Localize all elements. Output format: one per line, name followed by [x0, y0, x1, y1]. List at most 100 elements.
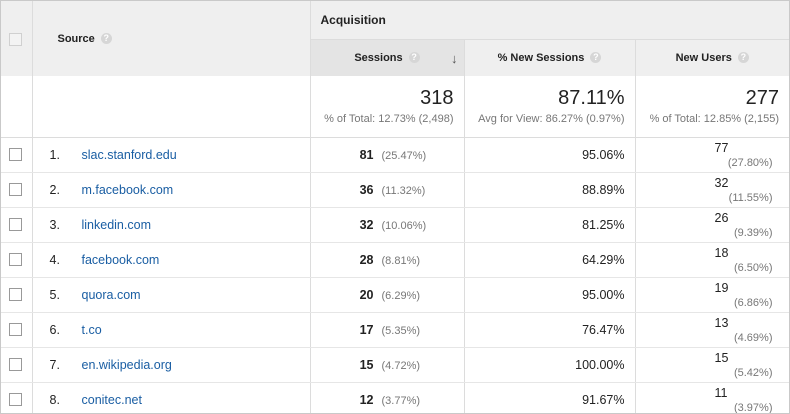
sessions-percent: (11.32%)	[381, 184, 426, 197]
new-users-column-header[interactable]: New Users?	[635, 39, 789, 76]
sessions-percent: (8.81%)	[381, 254, 421, 267]
sessions-value: 17	[359, 322, 374, 337]
row-checkbox[interactable]	[9, 393, 22, 406]
new-users-percent: (9.39%)	[733, 226, 773, 239]
table-row: 7. en.wikipedia.org 15 (4.72%) 100.00% 15 (5.4…	[1, 347, 789, 383]
source-cell: 8. conitec.net	[32, 382, 311, 413]
new-users-cell: 15 (5.42%)	[635, 347, 789, 383]
source-link[interactable]: quora.com	[81, 287, 141, 302]
source-cell: 6. t.co	[32, 312, 311, 348]
sessions-cell: 81 (25.47%)	[310, 137, 465, 173]
row-checkbox-cell	[1, 172, 33, 208]
sort-descending-icon[interactable]: ↓	[451, 50, 458, 66]
sessions-percent: (6.29%)	[381, 289, 421, 302]
source-column-header[interactable]: Source?	[32, 1, 311, 76]
source-link[interactable]: facebook.com	[81, 252, 160, 267]
row-checkbox[interactable]	[9, 218, 22, 231]
total-new-users-value: 277	[745, 87, 779, 109]
sessions-value: 15	[359, 357, 374, 372]
sessions-cell: 28 (8.81%)	[310, 242, 465, 278]
table-row: 6. t.co 17 (5.35%) 76.47% 13 (4.69%)	[1, 312, 789, 348]
source-cell: 2. m.facebook.com	[32, 172, 311, 208]
new-users-value: 15	[714, 350, 729, 365]
new-sessions-cell: 95.00%	[464, 277, 636, 313]
new-users-cell: 18 (6.50%)	[635, 242, 789, 278]
row-checkbox[interactable]	[9, 148, 22, 161]
help-icon[interactable]: ?	[100, 32, 112, 44]
help-icon[interactable]: ?	[590, 51, 602, 63]
help-icon[interactable]: ?	[737, 51, 749, 63]
new-users-value: 18	[714, 245, 729, 260]
new-sessions-value: 95.06%	[582, 147, 625, 162]
table-row: 8. conitec.net 12 (3.77%) 91.67% 11 (3.97%)	[1, 382, 789, 414]
total-new-users-subtext: % of Total: 12.85% (2,155)	[649, 113, 779, 125]
new-users-cell: 77(27.80%)	[635, 137, 789, 173]
sessions-column-header[interactable]: Sessions? ↓	[310, 39, 465, 76]
new-users-value: 77	[714, 140, 729, 155]
table-row: 3. linkedin.com 32 (10.06%) 81.25% 26 (9.39%)	[1, 207, 789, 243]
sessions-value: 32	[359, 217, 374, 232]
new-sessions-column-header[interactable]: % New Sessions?	[464, 39, 636, 76]
metric-header-row: Sessions? ↓ % New Sessions? New Users?	[1, 39, 789, 76]
sessions-cell: 12 (3.77%)	[310, 382, 465, 413]
row-checkbox[interactable]	[9, 253, 22, 266]
source-link[interactable]: m.facebook.com	[81, 182, 174, 197]
source-link[interactable]: conitec.net	[81, 392, 142, 407]
row-checkbox[interactable]	[9, 288, 22, 301]
new-sessions-value: 91.67%	[582, 392, 625, 407]
select-all-checkbox[interactable]	[9, 33, 22, 46]
row-checkbox-cell	[1, 277, 33, 313]
sessions-value: 20	[359, 287, 374, 302]
table-row: 5. quora.com 20 (6.29%) 95.00% 19 (6.86%)	[1, 277, 789, 313]
sessions-cell: 36 (11.32%)	[310, 172, 465, 208]
new-sessions-cell: 91.67%	[464, 382, 636, 413]
source-link[interactable]: slac.stanford.edu	[81, 147, 177, 162]
new-users-percent: (3.97%)	[733, 401, 773, 414]
new-users-value: 26	[714, 210, 729, 225]
sessions-cell: 20 (6.29%)	[310, 277, 465, 313]
row-checkbox[interactable]	[9, 358, 22, 371]
new-users-percent: (27.80%)	[727, 156, 773, 169]
new-sessions-value: 81.25%	[582, 217, 625, 232]
row-index: 2.	[49, 182, 60, 197]
new-users-cell: 26 (9.39%)	[635, 207, 789, 243]
sessions-value: 81	[359, 147, 374, 162]
sessions-cell: 15 (4.72%)	[310, 347, 465, 383]
source-cell: 7. en.wikipedia.org	[32, 347, 311, 383]
row-index: 5.	[49, 287, 60, 302]
totals-sessions-cell: 318 % of Total: 12.73% (2,498)	[310, 76, 465, 138]
new-sessions-cell: 88.89%	[464, 172, 636, 208]
new-users-header-label: New Users	[675, 51, 732, 64]
sessions-cell: 17 (5.35%)	[310, 312, 465, 348]
new-users-percent: (6.50%)	[733, 261, 773, 274]
sessions-percent: (5.35%)	[381, 324, 421, 337]
new-sessions-cell: 100.00%	[464, 347, 636, 383]
help-icon[interactable]: ?	[408, 51, 420, 63]
sessions-value: 28	[359, 252, 374, 267]
new-sessions-cell: 76.47%	[464, 312, 636, 348]
source-link[interactable]: linkedin.com	[81, 217, 151, 232]
new-users-cell: 13 (4.69%)	[635, 312, 789, 348]
source-link[interactable]: en.wikipedia.org	[81, 357, 172, 372]
row-checkbox-cell	[1, 137, 33, 173]
sessions-cell: 32 (10.06%)	[310, 207, 465, 243]
new-users-cell: 32(11.55%)	[635, 172, 789, 208]
sessions-percent: (10.06%)	[381, 219, 427, 232]
new-sessions-cell: 81.25%	[464, 207, 636, 243]
sessions-percent: (25.47%)	[381, 149, 427, 162]
row-checkbox[interactable]	[9, 323, 22, 336]
row-checkbox[interactable]	[9, 183, 22, 196]
new-users-cell: 11 (3.97%)	[635, 382, 789, 414]
table-row: 1. slac.stanford.edu 81 (25.47%) 95.06% 77(27…	[1, 137, 789, 173]
sessions-percent: (3.77%)	[381, 394, 421, 407]
source-header-label: Source	[57, 32, 95, 45]
new-users-percent: (6.86%)	[733, 296, 773, 309]
source-cell: 5. quora.com	[32, 277, 311, 313]
source-link[interactable]: t.co	[81, 322, 102, 337]
acquisition-label: Acquisition	[320, 12, 386, 27]
row-checkbox-cell	[1, 347, 33, 383]
table-row: 4. facebook.com 28 (8.81%) 64.29% 18 (6.50%)	[1, 242, 789, 278]
row-index: 6.	[49, 322, 60, 337]
